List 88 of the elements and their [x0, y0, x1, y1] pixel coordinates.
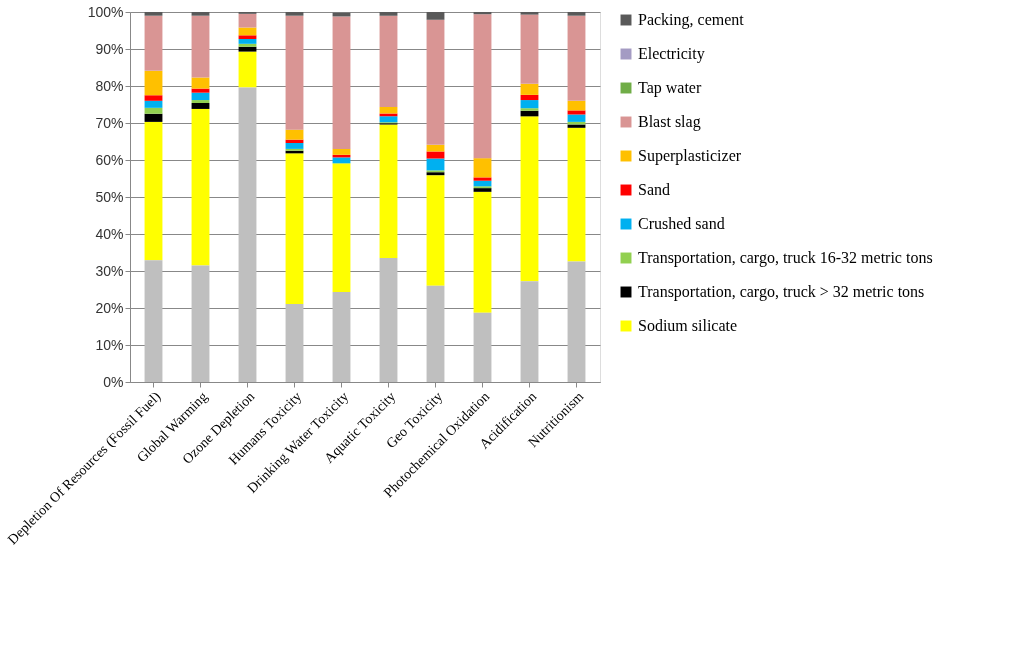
y-tick-label: 20% — [95, 299, 124, 316]
bar — [191, 88, 210, 93]
bar — [144, 100, 163, 108]
y-tick-label: 30% — [95, 262, 124, 279]
y-tick-label: 70% — [95, 114, 124, 131]
bar — [520, 116, 539, 282]
bar — [332, 292, 351, 382]
legend-label: Sand — [638, 181, 670, 198]
bar — [379, 124, 398, 259]
bar — [520, 281, 539, 382]
bar — [144, 260, 163, 382]
bar — [379, 15, 398, 108]
bar — [473, 312, 492, 382]
bar — [473, 158, 492, 178]
bar — [473, 177, 492, 181]
y-tick-label: 80% — [95, 77, 124, 94]
bar — [285, 153, 304, 304]
bar — [567, 261, 586, 382]
bar — [191, 103, 210, 109]
bar — [144, 121, 163, 261]
legend-label: Transportation, cargo, truck > 32 metric tons — [638, 283, 925, 301]
bar — [144, 12, 163, 16]
bar — [567, 127, 586, 262]
bar — [238, 39, 257, 44]
bar — [238, 51, 257, 88]
y-tick-label: 50% — [95, 188, 124, 205]
bar — [144, 107, 163, 114]
legend-label: Crushed sand — [638, 215, 725, 232]
y-tick-label: 90% — [95, 40, 124, 57]
bar — [285, 15, 304, 130]
bar — [520, 14, 539, 84]
y-tick-label: 0% — [103, 373, 124, 390]
bar — [191, 15, 210, 78]
bar — [332, 148, 351, 155]
bar — [144, 95, 163, 101]
bar — [426, 285, 445, 382]
bar — [285, 303, 304, 382]
bar — [520, 83, 539, 95]
bar — [332, 163, 351, 293]
bar — [567, 114, 586, 122]
bar — [191, 100, 210, 104]
bar — [238, 43, 257, 47]
bar — [144, 113, 163, 122]
bar — [191, 12, 210, 16]
y-tick-label: 40% — [95, 225, 124, 242]
y-tick-label: 60% — [95, 151, 124, 168]
bar — [285, 142, 304, 149]
bar — [144, 70, 163, 96]
bar — [238, 13, 257, 28]
bar — [567, 15, 586, 101]
bar — [238, 46, 257, 52]
bar — [473, 191, 492, 313]
bar — [332, 157, 351, 164]
bar — [332, 16, 351, 149]
bar — [191, 265, 210, 382]
legend-label: Packing, cement — [638, 11, 745, 29]
bar — [379, 113, 398, 117]
legend-label: Blast slag — [638, 113, 701, 131]
bar — [567, 12, 586, 16]
bar — [379, 258, 398, 382]
bar — [567, 110, 586, 115]
bar — [191, 77, 210, 89]
y-tick-label: 10% — [95, 336, 124, 353]
bar — [238, 87, 257, 382]
bar — [285, 129, 304, 140]
bar — [426, 175, 445, 286]
bar — [520, 12, 539, 15]
bar — [238, 35, 257, 40]
bar — [379, 116, 398, 123]
bar — [520, 94, 539, 101]
bar — [191, 92, 210, 101]
bar — [520, 100, 539, 109]
bar — [144, 15, 163, 71]
legend-label: Transportation, cargo, truck 16-32 metric tons — [638, 249, 933, 267]
y-tick-label: 100% — [87, 3, 124, 20]
bar — [426, 12, 445, 20]
bar — [520, 108, 539, 111]
bar — [285, 12, 304, 16]
bar — [379, 107, 398, 114]
bar — [191, 108, 210, 266]
bar — [426, 19, 445, 145]
bar — [473, 14, 492, 159]
legend-label: Electricity — [638, 45, 705, 63]
bar — [379, 12, 398, 16]
bar — [426, 151, 445, 159]
legend-label: Tap water — [638, 79, 702, 97]
legend-label: Superplasticizer — [638, 147, 742, 165]
legend-label: Sodium silicate — [638, 317, 738, 334]
